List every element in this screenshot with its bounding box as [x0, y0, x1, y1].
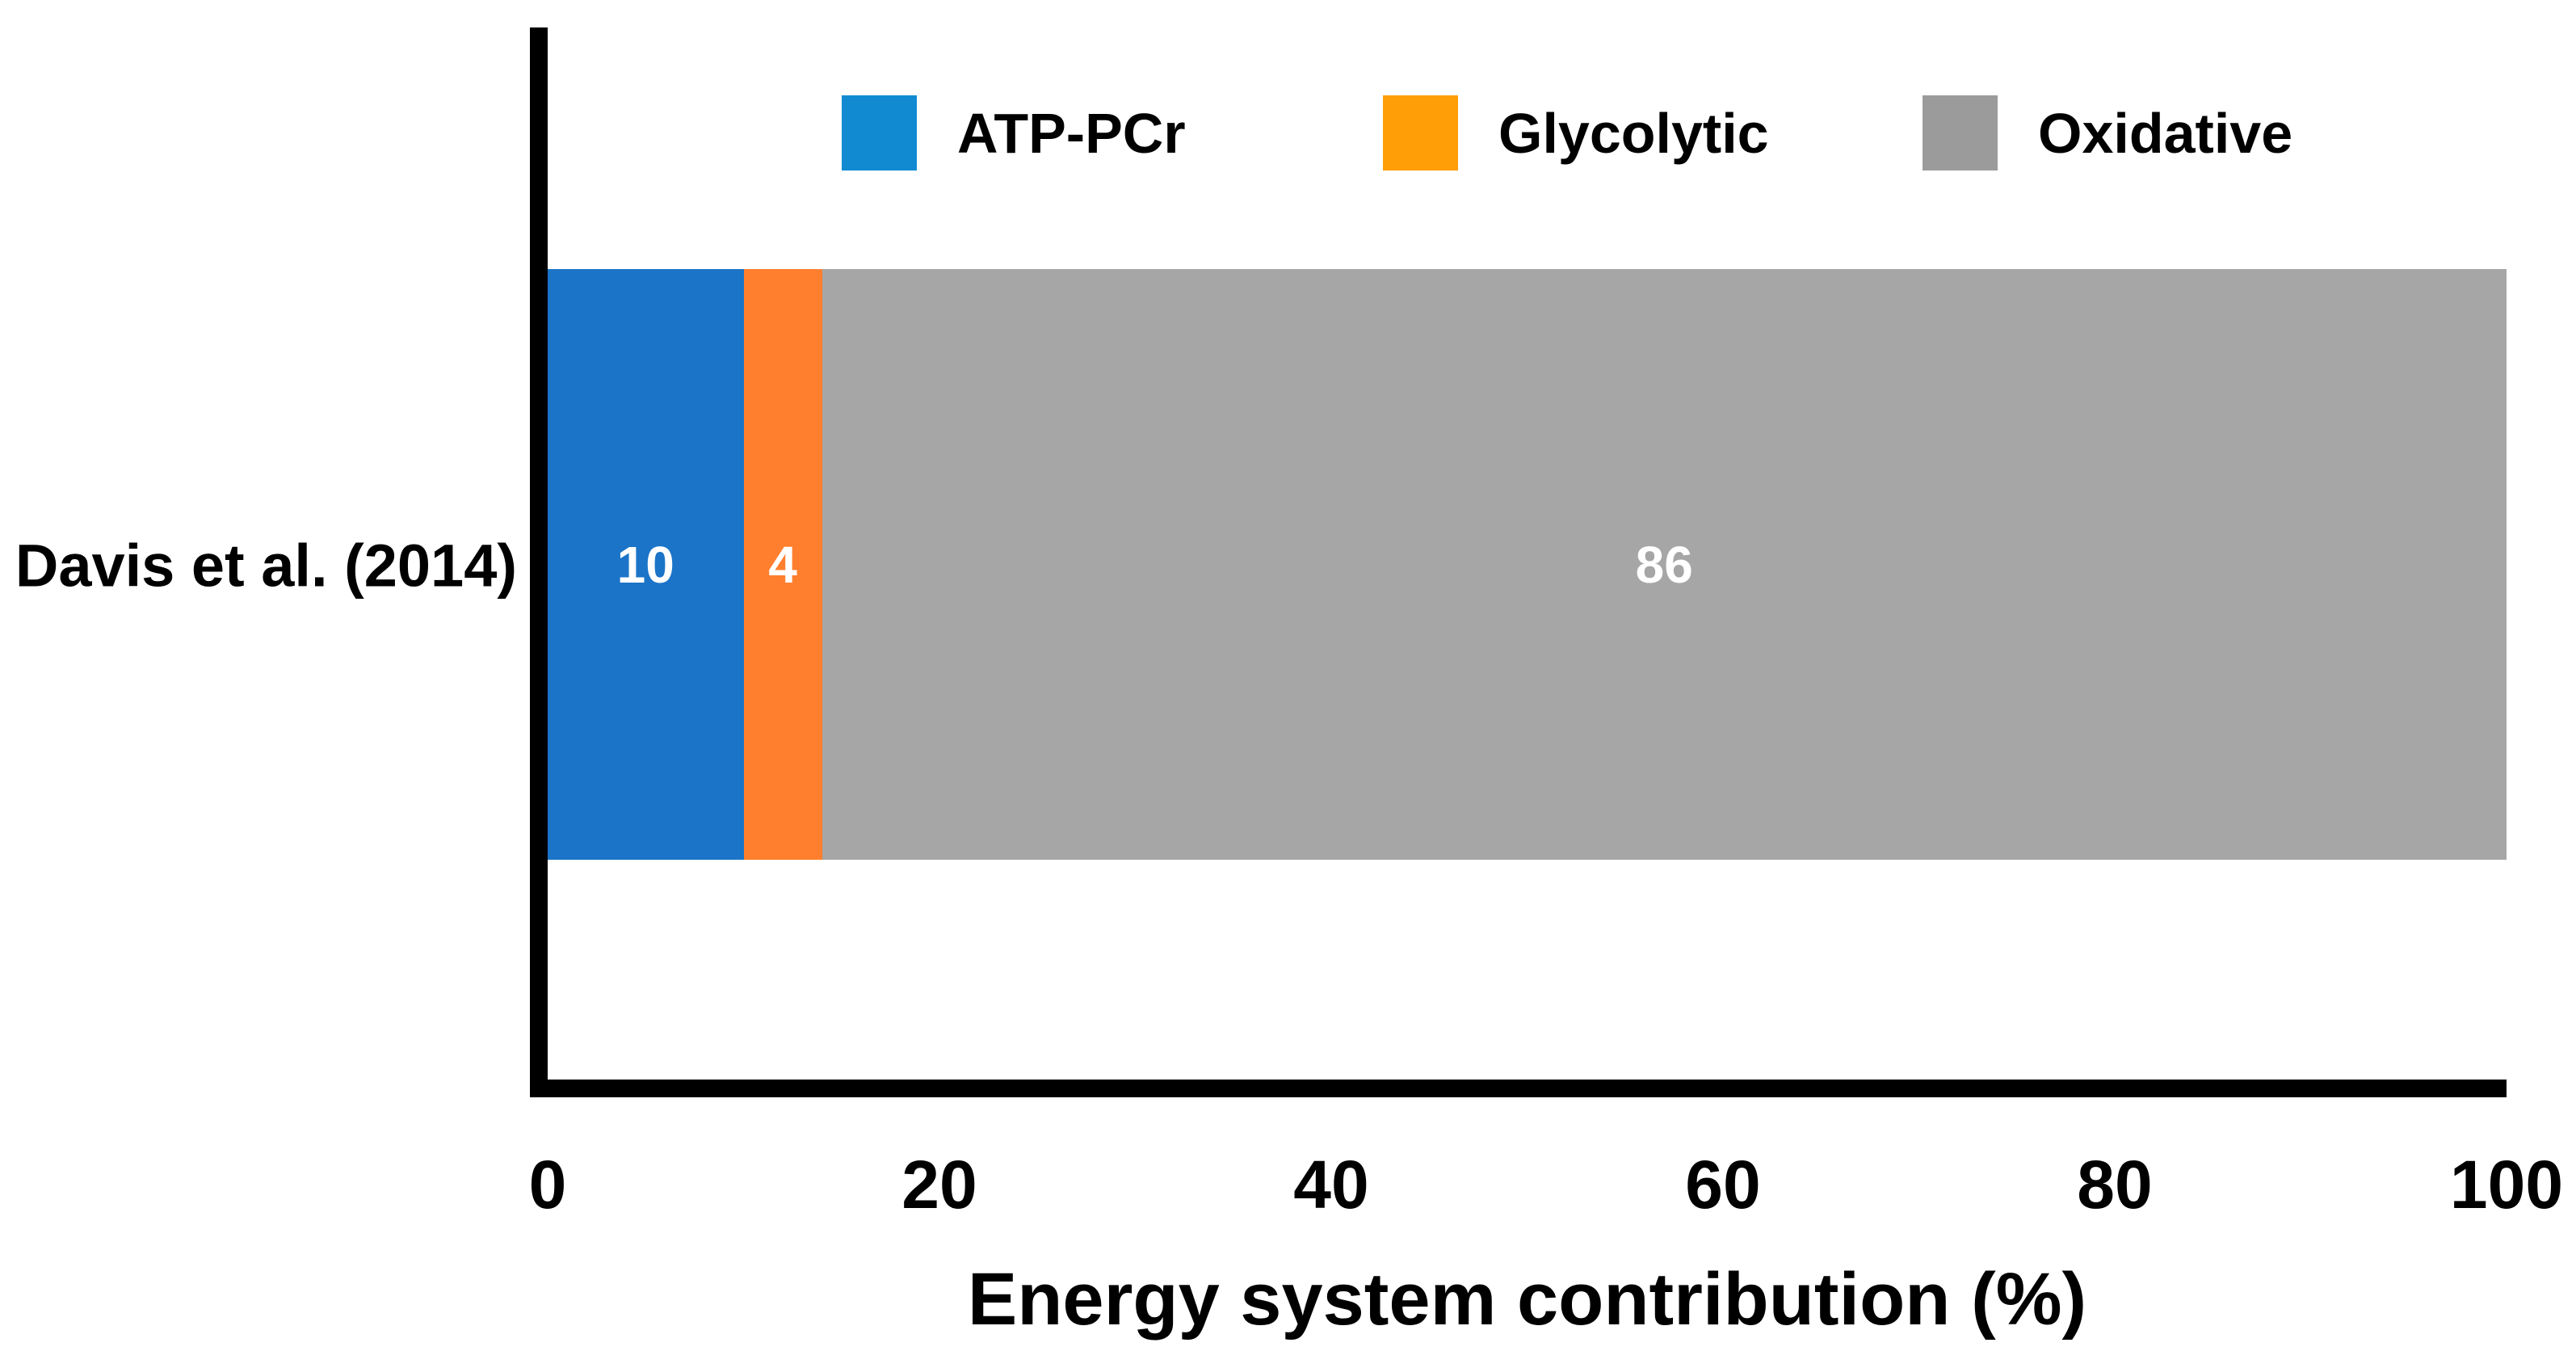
legend-item-glycolytic: Glycolytic [1383, 95, 1769, 170]
bar-value-label-atp-pcr: 10 [616, 535, 674, 594]
category-label: Davis et al. (2014) [15, 532, 517, 600]
x-tick-label-20: 20 [901, 1147, 977, 1223]
x-axis-title: Energy system contribution (%) [967, 1258, 2087, 1341]
bar-segment-atp-pcr: 10 [548, 269, 744, 860]
bar-segment-oxidative: 86 [822, 269, 2507, 860]
x-tick-label-40: 40 [1293, 1147, 1369, 1223]
stacked-bar: 10 4 86 [548, 269, 2507, 860]
x-tick-label-60: 60 [1685, 1147, 1761, 1223]
y-axis-spine [530, 27, 548, 1097]
bar-value-label-glycolytic: 4 [768, 535, 797, 594]
x-axis-spine [530, 1080, 2507, 1097]
legend-swatch-atp-pcr [842, 95, 917, 170]
x-axis-tick-labels: 0 20 40 60 80 100 [529, 1147, 2563, 1223]
x-tick-label-80: 80 [2077, 1147, 2153, 1223]
bar-segment-glycolytic: 4 [743, 269, 822, 860]
x-tick-label-0: 0 [528, 1147, 567, 1223]
legend-label-atp-pcr: ATP-PCr [957, 101, 1186, 165]
legend-item-oxidative: Oxidative [1923, 95, 2292, 170]
legend-swatch-glycolytic [1383, 95, 1458, 170]
legend-swatch-oxidative [1923, 95, 1998, 170]
legend-label-oxidative: Oxidative [2038, 101, 2293, 165]
legend-item-atp-pcr: ATP-PCr [842, 95, 1186, 170]
x-tick-label-100: 100 [2449, 1147, 2564, 1223]
bar-value-label-oxidative: 86 [1635, 535, 1693, 594]
legend-label-glycolytic: Glycolytic [1498, 101, 1769, 165]
